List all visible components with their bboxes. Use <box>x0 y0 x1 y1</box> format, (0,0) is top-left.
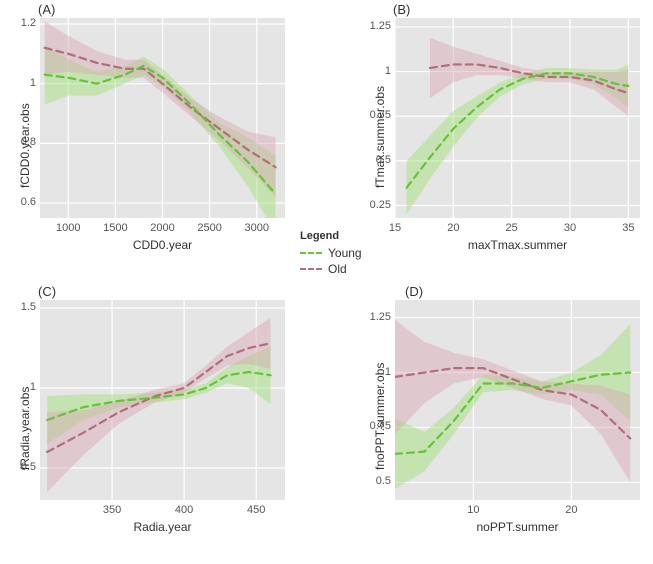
ytick-label: 0.5 <box>357 475 391 487</box>
ytick-label: 1.25 <box>357 311 391 323</box>
ytick-label: 0.5 <box>357 154 391 166</box>
xtick-label: 3000 <box>242 222 272 234</box>
xtick-label: 400 <box>169 504 199 516</box>
panel-c-label: (C) <box>38 284 56 299</box>
figure-root: (A) fCDD0.year.obs CDD0.year 10001500200… <box>0 0 653 564</box>
panel-b: (B) fTmax.summer.obs maxTmax.summer 1520… <box>395 18 640 258</box>
panel-c: (C) fRadia.year.obs Radia.year 350400450… <box>40 300 285 540</box>
panel-b-svg <box>395 18 640 218</box>
legend-swatch-icon <box>300 268 322 270</box>
panel-a-plot <box>40 18 285 218</box>
panel-c-ytitle: fRadia.year.obs <box>18 387 32 470</box>
xtick-label: 10 <box>458 504 488 516</box>
panel-d-svg <box>395 300 640 500</box>
panel-c-plot <box>40 300 285 500</box>
xtick-label: 450 <box>241 504 271 516</box>
panel-c-xtitle: Radia.year <box>40 520 285 534</box>
panel-a-xtitle: CDD0.year <box>40 238 285 252</box>
panel-a: (A) fCDD0.year.obs CDD0.year 10001500200… <box>40 18 285 258</box>
panel-d: (D) fnoPPT.summer.obs noPPT.summer 10200… <box>395 300 640 540</box>
ytick-label: 0.8 <box>2 136 36 148</box>
xtick-label: 25 <box>497 222 527 234</box>
ytick-label: 0.75 <box>357 420 391 432</box>
ytick-label: 1 <box>357 366 391 378</box>
panel-b-ytitle: fTmax.summer.obs <box>373 86 387 188</box>
xtick-label: 2000 <box>148 222 178 234</box>
xtick-label: 350 <box>97 504 127 516</box>
ytick-label: 1 <box>2 381 36 393</box>
ytick-label: 0.6 <box>2 196 36 208</box>
ytick-label: 1.5 <box>2 301 36 313</box>
panel-c-svg <box>40 300 285 500</box>
panel-d-label: (D) <box>405 284 423 299</box>
xtick-label: 1000 <box>53 222 83 234</box>
xtick-label: 2500 <box>195 222 225 234</box>
ytick-label: 0.5 <box>2 461 36 473</box>
panel-d-ytitle: fnoPPT.summer.obs <box>373 363 387 470</box>
panel-b-xtitle: maxTmax.summer <box>395 238 640 252</box>
legend-item: Old <box>300 262 362 276</box>
panel-a-label: (A) <box>38 2 55 17</box>
ytick-label: 1.25 <box>357 20 391 32</box>
panel-b-label: (B) <box>393 2 410 17</box>
ytick-label: 1 <box>357 65 391 77</box>
panel-d-plot <box>395 300 640 500</box>
panel-b-plot <box>395 18 640 218</box>
ytick-label: 1.2 <box>2 17 36 29</box>
panel-d-xtitle: noPPT.summer <box>395 520 640 534</box>
xtick-label: 30 <box>555 222 585 234</box>
legend-label: Old <box>328 262 347 276</box>
ytick-label: 0.25 <box>357 199 391 211</box>
legend-item: Young <box>300 246 362 260</box>
panel-a-svg <box>40 18 285 218</box>
legend-label: Young <box>328 246 362 260</box>
xtick-label: 35 <box>613 222 643 234</box>
legend-title: Legend <box>300 230 362 242</box>
xtick-label: 20 <box>438 222 468 234</box>
legend-swatch-icon <box>300 252 322 254</box>
xtick-label: 1500 <box>100 222 130 234</box>
xtick-label: 15 <box>380 222 410 234</box>
ytick-label: 1 <box>2 77 36 89</box>
xtick-label: 20 <box>556 504 586 516</box>
legend: Legend Young Old <box>300 230 362 278</box>
ytick-label: 0.75 <box>357 109 391 121</box>
